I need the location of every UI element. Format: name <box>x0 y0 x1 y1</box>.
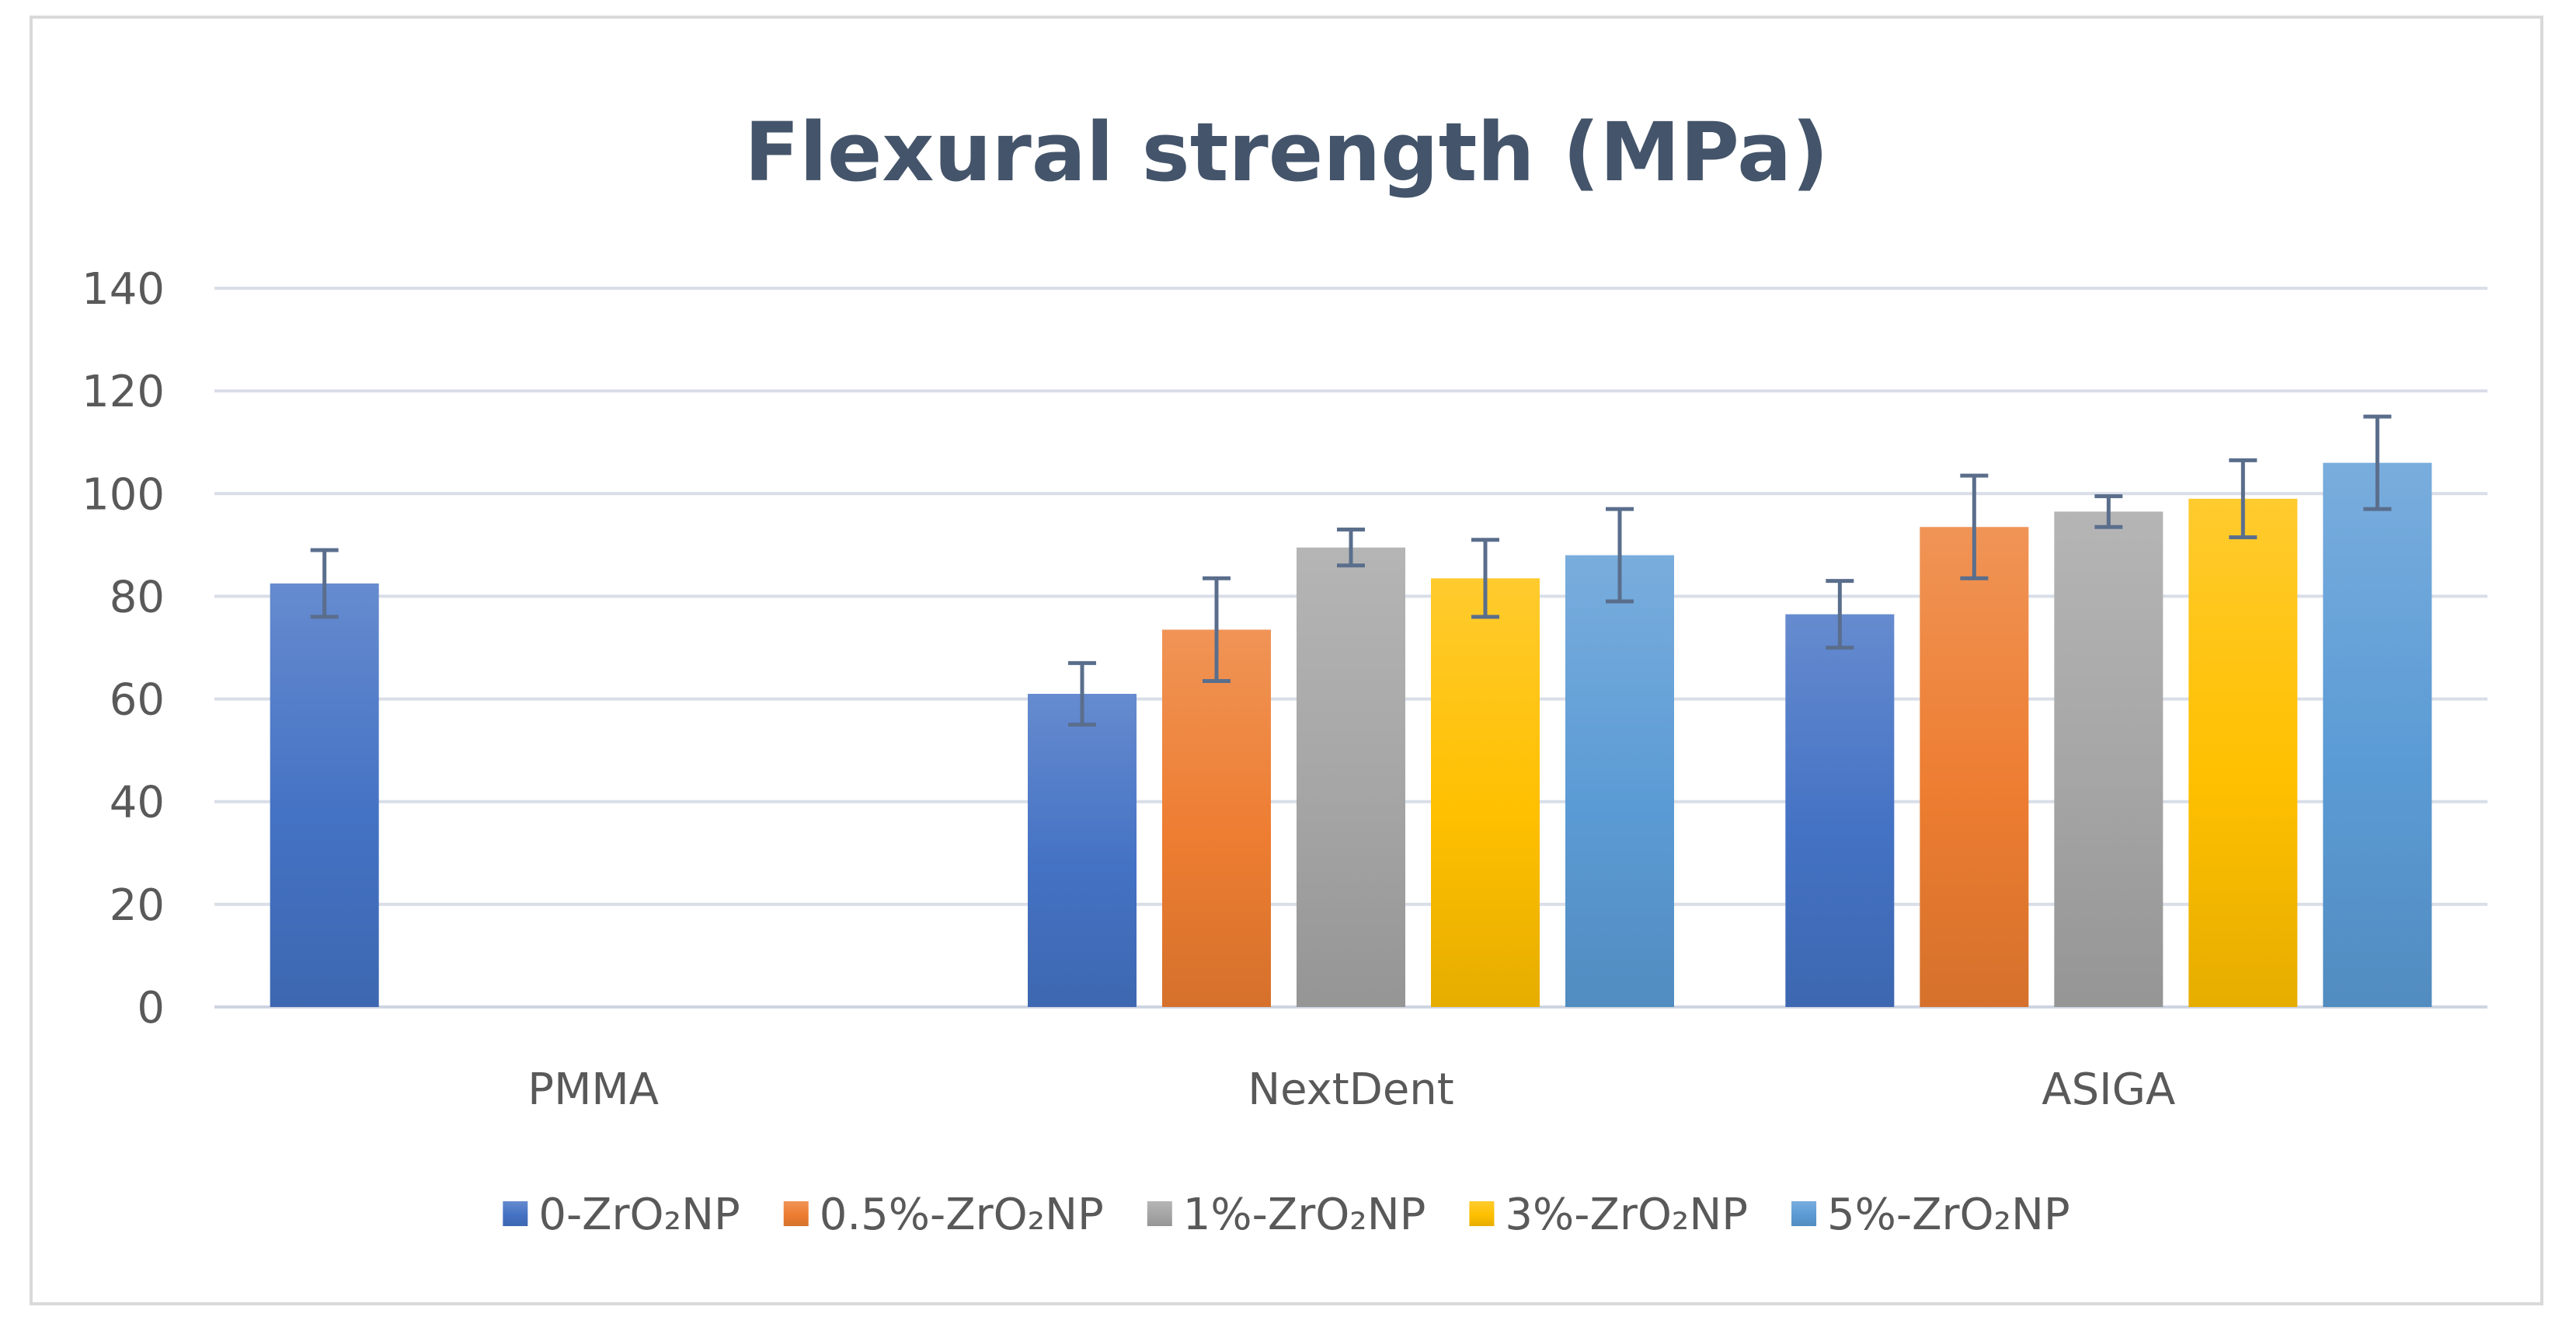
legend-label: 0.5%-ZrO₂NP <box>820 1190 1104 1240</box>
y-tick-label: 40 <box>110 778 165 828</box>
category-label: ASIGA <box>2042 1064 2175 1115</box>
legend-swatch <box>1147 1201 1172 1226</box>
category-label: NextDent <box>1248 1064 1453 1115</box>
bar <box>1920 527 2029 1007</box>
bar <box>1431 578 1540 1007</box>
error-bar <box>2229 458 2257 539</box>
chart-title: Flexural strength (MPa) <box>744 105 1829 200</box>
y-tick-label: 100 <box>82 469 165 520</box>
error-bars <box>310 414 2392 727</box>
legend-item[interactable]: 0.5%-ZrO₂NP <box>783 1190 1104 1240</box>
category-label: PMMA <box>527 1064 659 1115</box>
legend-item[interactable]: 0-ZrO₂NP <box>503 1190 740 1240</box>
error-bar <box>1337 528 1365 568</box>
legend-item[interactable]: 3%-ZrO₂NP <box>1469 1190 1748 1240</box>
y-tick-label: 20 <box>110 880 165 931</box>
error-bar <box>1203 576 1231 683</box>
bar <box>2054 511 2163 1007</box>
error-bar <box>310 548 339 619</box>
legend-swatch <box>1469 1201 1495 1226</box>
legend-label: 1%-ZrO₂NP <box>1183 1190 1426 1240</box>
legend-item[interactable]: 5%-ZrO₂NP <box>1791 1190 2070 1240</box>
bar <box>1162 629 1271 1007</box>
error-bar <box>2363 414 2392 511</box>
error-bar <box>1606 507 1634 604</box>
y-tick-label: 140 <box>82 264 165 315</box>
y-tick-label: 60 <box>110 675 165 726</box>
error-bar <box>1826 579 1854 650</box>
error-bar <box>1068 660 1096 727</box>
legend-swatch <box>783 1201 809 1226</box>
bar <box>1028 693 1137 1007</box>
chart-frame: Flexural strength (MPa) 0 20 40 60 80 100 120 1… <box>30 16 2543 1305</box>
error-bar <box>2094 494 2123 529</box>
error-bar <box>1960 473 1989 580</box>
legend-swatch <box>1791 1201 1817 1226</box>
bar <box>2323 462 2432 1007</box>
y-axis-ticks: 0 20 40 60 80 100 120 140 <box>82 264 165 1033</box>
y-tick-label: 120 <box>82 367 165 417</box>
bar <box>1297 547 1405 1007</box>
y-tick-label: 0 <box>137 983 165 1033</box>
legend-swatch <box>503 1201 528 1226</box>
bar <box>270 583 379 1007</box>
chart-svg: Flexural strength (MPa) 0 20 40 60 80 100 120 1… <box>82 105 2487 1240</box>
bar <box>1785 614 1895 1007</box>
bar <box>1565 555 1674 1007</box>
legend-label: 3%-ZrO₂NP <box>1505 1190 1748 1240</box>
legend[interactable]: 0-ZrO₂NP 0.5%-ZrO₂NP 1%-ZrO₂NP 3%-ZrO₂NP 5%-… <box>503 1190 2070 1240</box>
legend-label: 5%-ZrO₂NP <box>1827 1190 2070 1240</box>
bars <box>270 462 2432 1007</box>
legend-label: 0-ZrO₂NP <box>538 1190 740 1240</box>
bar <box>2188 498 2298 1007</box>
legend-item[interactable]: 1%-ZrO₂NP <box>1147 1190 1426 1240</box>
error-bar <box>1471 538 1499 619</box>
x-axis-categories: PMMA NextDent ASIGA <box>527 1064 2175 1115</box>
y-tick-label: 80 <box>110 572 165 622</box>
